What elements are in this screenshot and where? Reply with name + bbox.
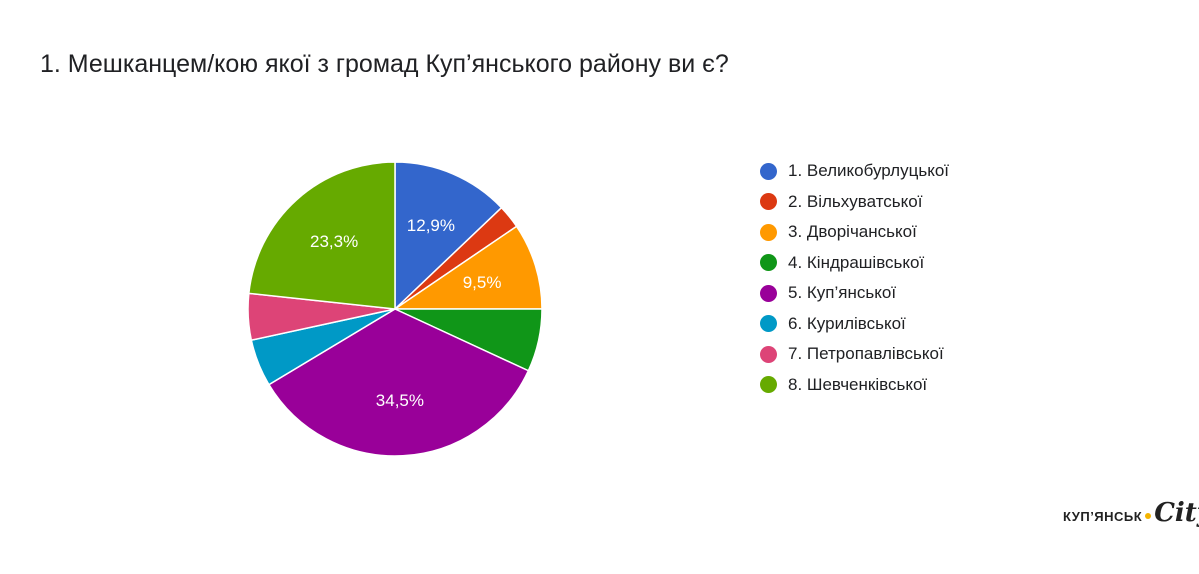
- legend-color-dot-icon: [760, 376, 777, 394]
- legend-label: 4. Кіндрашівської: [788, 252, 925, 272]
- legend-item-4: 4. Кіндрашівської: [760, 248, 949, 279]
- legend-color-dot-icon: [760, 315, 777, 333]
- legend-item-8: 8. Шевченківської: [760, 370, 949, 401]
- legend-item-3: 3. Дворічанської: [760, 217, 949, 248]
- legend-label: 2. Вільхуватської: [788, 191, 923, 211]
- legend-label: 8. Шевченківської: [788, 374, 928, 394]
- legend-item-2: 2. Вільхуватської: [760, 187, 949, 218]
- legend-item-7: 7. Петропавлівської: [760, 339, 949, 370]
- pie-slice-label-8: 23,3%: [310, 232, 358, 251]
- site-logo: КУП’ЯНСЬК City: [1063, 498, 1199, 528]
- legend-color-dot-icon: [760, 254, 777, 272]
- logo-dot-icon: [1145, 513, 1152, 519]
- chart-legend: 1. Великобурлуцької 2. Вільхуватської 3. Д…: [760, 156, 949, 400]
- legend-label: 3. Дворічанської: [788, 222, 917, 242]
- pie-slice-label-1: 12,9%: [407, 216, 455, 235]
- pie-slice-3: [392, 225, 543, 310]
- legend-color-dot-icon: [760, 223, 777, 241]
- legend-label: 5. Куп’янської: [788, 283, 897, 303]
- legend-item-1: 1. Великобурлуцької: [760, 156, 949, 187]
- pie-slice-label-5: 34,5%: [376, 391, 424, 410]
- chart-title: 1. Мешканцем/кою якої з громад Куп’янськ…: [40, 50, 729, 78]
- legend-color-dot-icon: [760, 345, 777, 363]
- legend-label: 6. Курилівської: [788, 313, 906, 333]
- legend-item-5: 5. Куп’янської: [760, 278, 949, 309]
- legend-color-dot-icon: [760, 162, 777, 180]
- logo-city-word: City: [1154, 498, 1199, 528]
- legend-color-dot-icon: [760, 284, 777, 302]
- logo-city-name: КУП’ЯНСЬК: [1063, 509, 1143, 524]
- legend-item-6: 6. Курилівської: [760, 309, 949, 340]
- legend-label: 7. Петропавлівської: [788, 344, 944, 364]
- pie-slice-8: [248, 161, 396, 310]
- pie-slice-label-3: 9,5%: [463, 273, 502, 292]
- pie-slice-1: [394, 161, 503, 311]
- legend-label: 1. Великобурлуцької: [788, 161, 949, 181]
- legend-color-dot-icon: [760, 193, 777, 211]
